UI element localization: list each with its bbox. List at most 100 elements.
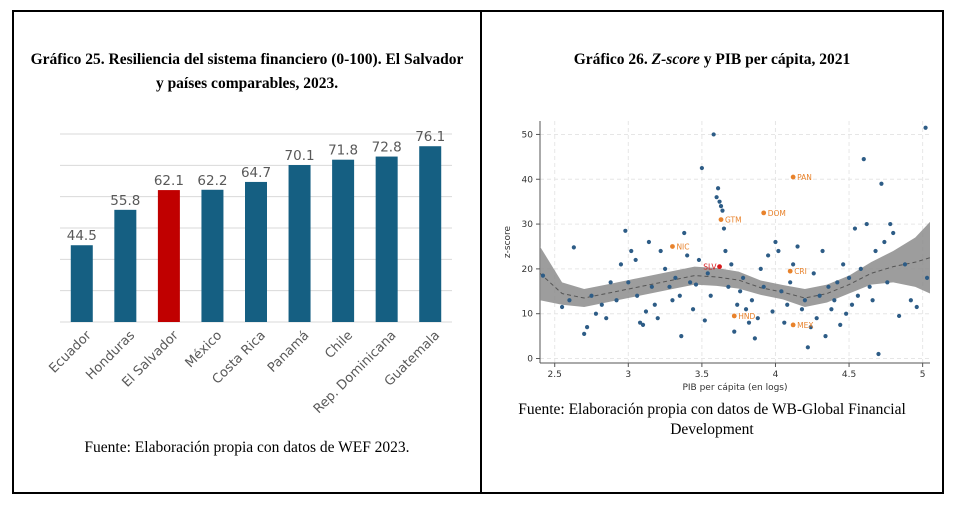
scatter-point: [885, 280, 890, 285]
scatter-point: [735, 302, 740, 307]
scatter-point: [852, 226, 858, 231]
scatter-point: [584, 325, 590, 330]
scatter-point: [823, 334, 828, 339]
scatter-point: [688, 280, 693, 285]
scatter-point: [679, 334, 684, 339]
scatter-point: [652, 302, 657, 307]
scatter-point: [670, 298, 675, 303]
scatter-point: [696, 257, 702, 263]
scatter-point: [832, 298, 837, 303]
scatter-point: [785, 302, 790, 307]
point-label-nic: NIC: [676, 242, 689, 251]
scatter-point: [740, 275, 746, 280]
point-label-dom: DOM: [768, 209, 786, 218]
scatter-point: [923, 125, 928, 130]
scatter-point: [673, 275, 678, 280]
scatter-point: [720, 208, 725, 213]
scatter-point: [618, 262, 624, 267]
scatter-point: [614, 298, 619, 303]
chart-26-title-italic: Z-score: [651, 51, 700, 68]
scatter-point: [711, 132, 716, 137]
scatter-point: [795, 244, 800, 249]
scatter-point: [808, 325, 813, 330]
category-tick-label: Panamá: [265, 328, 312, 375]
scatter-point: [633, 257, 638, 263]
scatter-point: [685, 253, 690, 258]
scatter-point: [888, 221, 893, 227]
scatter-point: [879, 181, 884, 186]
scatter-point: [715, 186, 721, 191]
x-tick-label: 2.5: [548, 370, 562, 380]
scatter-point: [646, 239, 652, 245]
chart-25-title: Gráfico 25. Resiliencia del sistema fina…: [30, 51, 464, 92]
x-tick-label: 5: [920, 370, 926, 380]
zscore-scatter-chart: 0 10 20 30 40 50 2.5 3 3.5 4 4.5 5 PAN DOM GTM NIC CRI SL…: [503, 121, 931, 393]
bar-m-xico: [201, 189, 224, 322]
y-tick-label: 40: [522, 175, 534, 185]
scatter-point: [873, 248, 878, 254]
chart-26-title: Gráfico 26. Z-score y PIB per cápita, 20…: [492, 48, 932, 72]
bar-el-salvador: [157, 190, 180, 322]
chart-26-title-suffix: y PIB per cápita, 2021: [699, 51, 851, 68]
scatter-point: [835, 280, 840, 285]
scatter-point: [729, 262, 734, 267]
bar-value-label: 70.1: [285, 148, 315, 164]
scatter-point: [649, 284, 654, 289]
point-label-gtm: GTM: [725, 216, 742, 225]
right-panel: Gráfico 26. Z-score y PIB per cápita, 20…: [482, 12, 942, 492]
y-tick-label: 10: [522, 310, 534, 320]
scatter-point: [604, 316, 609, 321]
outer-frame: [12, 10, 944, 494]
scatter-point: [738, 289, 743, 294]
scatter-point: [635, 293, 640, 298]
scatter-point: [752, 336, 757, 341]
bar-guatemala: [419, 146, 442, 322]
bar-value-label: 62.2: [197, 173, 227, 189]
chart-26-source: Fuente: Elaboración propia con datos de …: [518, 401, 906, 438]
scatter-point: [908, 298, 913, 303]
scatter-point: [896, 313, 902, 319]
scatter-point: [708, 293, 713, 298]
scatter-point: [629, 248, 634, 254]
bar-costa-rica: [245, 181, 267, 322]
y-tick-label: 20: [522, 265, 534, 275]
scatter-point: [820, 248, 825, 254]
scatter-point: [567, 298, 572, 303]
scatter-point: [849, 302, 855, 307]
x-tick-label: 4.5: [842, 370, 856, 380]
scatter-point: [814, 316, 819, 321]
highlight-point-pan: [790, 174, 796, 180]
scatter-point: [682, 230, 687, 236]
y-tick-label: 0: [527, 355, 533, 365]
scatter-point: [721, 226, 727, 231]
point-label-cri: CRI: [794, 267, 807, 276]
scatter-point: [761, 284, 766, 289]
highlight-point-nic: [670, 244, 675, 249]
scatter-point: [749, 298, 755, 303]
bar-value-label: 71.8: [328, 143, 358, 159]
scatter-point: [582, 331, 587, 336]
scatter-point: [770, 309, 775, 314]
scatter-point: [723, 248, 728, 254]
scatter-point: [608, 280, 613, 285]
scatter-point: [779, 289, 784, 294]
highlight-point-cri: [787, 268, 793, 274]
left-panel: Gráfico 25. Resiliencia del sistema fina…: [14, 12, 480, 492]
plot-area: [540, 121, 930, 363]
scatter-point: [870, 298, 875, 303]
scatter-point: [864, 221, 869, 227]
bar-honduras: [114, 209, 137, 322]
bar-value-label: 76.1: [415, 129, 445, 145]
scatter-point: [788, 280, 793, 285]
x-tick-label: 3: [625, 370, 631, 380]
scatter-point: [599, 302, 604, 307]
scatter-point: [662, 266, 668, 271]
point-label-pan: PAN: [797, 173, 812, 182]
scatter-point: [829, 307, 834, 312]
highlight-point-slv: [717, 264, 722, 270]
highlight-point-hnd: [731, 313, 737, 319]
scatter-point: [758, 266, 763, 271]
scatter-point: [746, 320, 752, 325]
scatter-point: [773, 239, 778, 245]
scatter-point: [805, 345, 810, 350]
